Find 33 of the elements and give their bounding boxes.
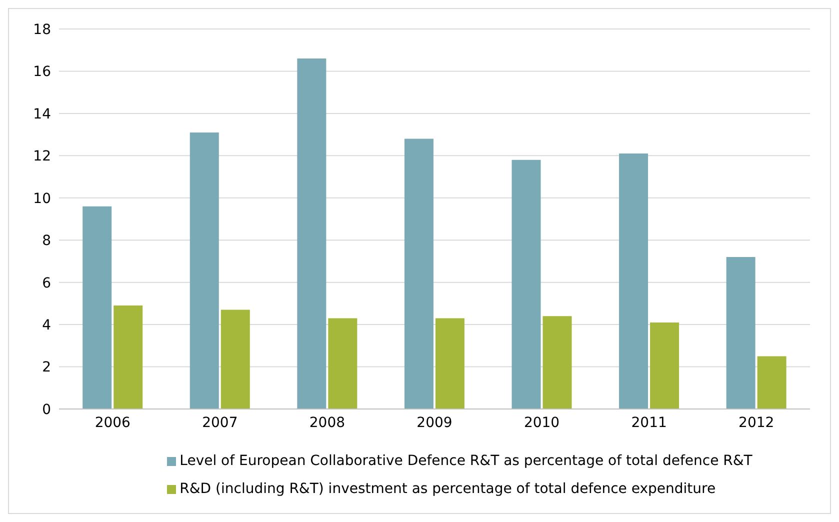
x-tick-label: 2009 — [416, 414, 452, 431]
bar — [114, 306, 143, 409]
y-tick-label: 18 — [33, 22, 51, 38]
legend-label: Level of European Collaborative Defence R&T as percentage of total defence R&T — [180, 453, 752, 469]
y-tick-label: 6 — [42, 275, 52, 292]
y-tick-label: 12 — [33, 148, 51, 165]
y-tick-label: 0 — [42, 402, 51, 418]
bar — [220, 310, 250, 409]
y-tick-label: 8 — [42, 233, 51, 250]
x-tick-label: 2007 — [202, 414, 238, 431]
bar — [328, 318, 358, 409]
y-tick-label: 10 — [33, 190, 51, 207]
legend-label: R&D (including R&T) investment as percentage of total defence expenditure — [180, 481, 716, 497]
bar — [542, 316, 572, 409]
x-tick-label: 2010 — [524, 414, 560, 431]
y-tick-label: 2 — [42, 360, 51, 376]
y-tick-label: 16 — [33, 64, 52, 80]
y-tick-label: 14 — [33, 106, 52, 122]
bar — [435, 318, 464, 409]
x-tick-label: 2008 — [309, 414, 346, 431]
bar — [404, 138, 434, 409]
bar — [757, 356, 786, 409]
bar — [650, 322, 680, 409]
bar — [512, 160, 541, 409]
bar — [82, 206, 112, 409]
bar — [297, 58, 326, 409]
bar — [726, 257, 756, 409]
y-tick-label: 4 — [42, 318, 52, 334]
x-tick-label: 2006 — [94, 414, 131, 431]
x-tick-label: 2011 — [631, 414, 667, 431]
bar — [619, 154, 648, 409]
bar — [190, 132, 219, 409]
x-tick-label: 2012 — [738, 414, 774, 431]
